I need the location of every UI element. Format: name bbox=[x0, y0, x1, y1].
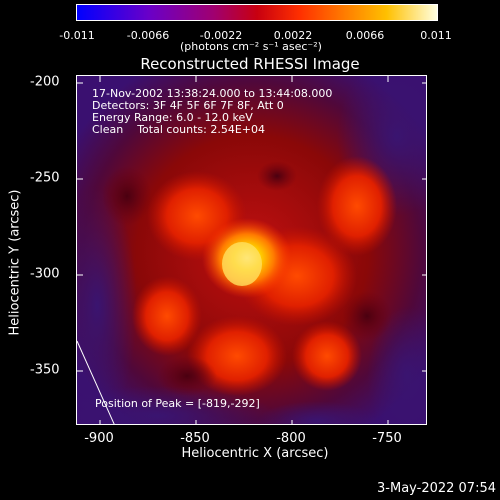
x-tick-label: -900 bbox=[84, 431, 114, 446]
image-title: Reconstructed RHESSI Image bbox=[140, 55, 360, 73]
x-tick-label: -800 bbox=[276, 431, 306, 446]
y-tick-label: -350 bbox=[30, 362, 60, 378]
colorbar bbox=[76, 4, 438, 21]
y-tick-label: -250 bbox=[30, 170, 60, 186]
y-axis-label: Heliocentric Y (arcsec) bbox=[7, 189, 23, 336]
y-tick-label: -200 bbox=[30, 74, 60, 90]
peak-position-label: Position of Peak = [-819,-292] bbox=[95, 397, 260, 410]
colorbar-tick: -0.011 bbox=[59, 29, 95, 42]
colorbar-tick: 0.0022 bbox=[273, 29, 313, 42]
x-tick-label: -750 bbox=[372, 431, 402, 446]
colorbar-tick: -0.0022 bbox=[199, 29, 243, 42]
colorbar-tick: -0.0066 bbox=[126, 29, 170, 42]
x-axis-label: Heliocentric X (arcsec) bbox=[181, 446, 329, 461]
y-tick-label: -300 bbox=[30, 266, 60, 282]
detectors-label: Detectors: 3F 4F 5F 6F 7F 8F, Att 0 bbox=[92, 99, 284, 112]
clean-counts-label: Clean Total counts: 2.54E+04 bbox=[92, 123, 266, 136]
solar-flare-image bbox=[77, 76, 426, 424]
x-tick-label: -850 bbox=[180, 431, 210, 446]
colorbar-tick: 0.0066 bbox=[345, 29, 385, 42]
energy-range-label: Energy Range: 6.0 - 12.0 keV bbox=[92, 111, 253, 124]
time-range-label: 17-Nov-2002 13:38:24.000 to 13:44:08.000 bbox=[92, 87, 333, 100]
date-stamp: 3-May-2022 07:54 bbox=[377, 481, 496, 496]
colorbar-tick: 0.011 bbox=[420, 29, 452, 42]
solar-image-panel: 17-Nov-2002 13:38:24.000 to 13:44:08.000… bbox=[76, 75, 427, 425]
colorbar-units: (photons cm⁻² s⁻¹ asec⁻²) bbox=[180, 40, 322, 53]
solar-limb-line bbox=[77, 340, 115, 424]
